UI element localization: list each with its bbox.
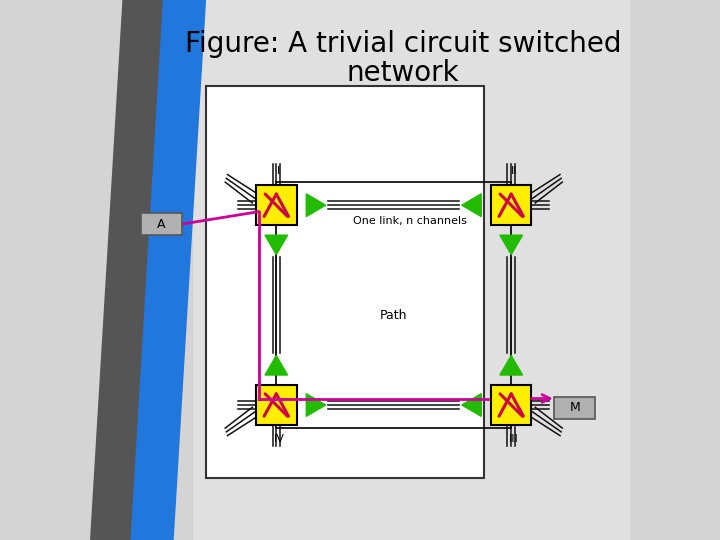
Polygon shape [265,235,288,255]
Polygon shape [306,194,325,217]
Polygon shape [500,235,523,255]
Polygon shape [306,394,325,416]
Bar [491,185,531,226]
Polygon shape [130,0,206,540]
Text: IV: IV [274,434,284,444]
Text: Figure: A trivial circuit switched: Figure: A trivial circuit switched [185,30,621,58]
Bar [554,397,595,418]
Polygon shape [265,355,288,375]
Text: II: II [510,166,517,177]
Text: I: I [277,166,281,177]
Bar [256,384,297,426]
Bar [491,384,531,426]
Text: M: M [570,401,580,414]
Text: A: A [157,218,166,231]
Polygon shape [462,194,481,217]
Text: network: network [347,59,459,87]
Polygon shape [500,355,523,375]
Polygon shape [462,394,481,416]
Text: Path: Path [380,309,408,322]
Polygon shape [193,0,630,540]
Bar [206,86,485,478]
Bar [141,213,181,235]
Bar [256,185,297,226]
Text: One link, n channels: One link, n channels [353,216,467,226]
Text: III: III [509,434,519,444]
Polygon shape [90,0,168,540]
